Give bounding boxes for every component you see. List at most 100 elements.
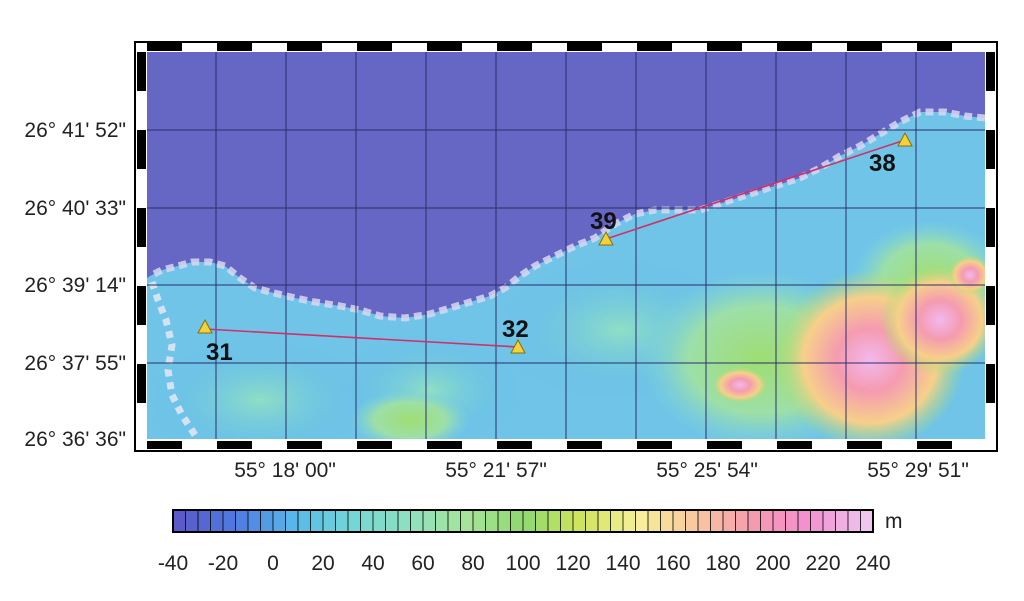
- frame-segment: [777, 43, 812, 51]
- frame-segment: [602, 43, 637, 51]
- frame-segment: [777, 441, 812, 449]
- lat-label-1: 26° 41' 52": [24, 119, 126, 142]
- colorbar-tick-label: 220: [805, 552, 840, 575]
- high-zone-2: [880, 265, 985, 375]
- frame-segment: [392, 43, 427, 51]
- colorbar-segment: [748, 510, 761, 532]
- frame-segment: [986, 169, 995, 208]
- colorbar-segment: [498, 510, 511, 532]
- frame-segment: [137, 364, 146, 403]
- colorbar-segment: [798, 510, 811, 532]
- colorbar-segment: [698, 510, 711, 532]
- colorbar-segment: [848, 510, 861, 532]
- frame-segment: [287, 441, 322, 449]
- colorbar-segment: [223, 510, 236, 532]
- colorbar-segment: [435, 510, 449, 532]
- lon-label-1: 55° 18' 00": [234, 459, 336, 482]
- frame-segment: [882, 441, 917, 449]
- station-38-label: 38: [869, 150, 896, 177]
- frame-segment: [812, 441, 847, 449]
- frame-segment: [462, 441, 497, 449]
- station-31-marker[interactable]: [197, 318, 213, 334]
- colorbar-segment: [423, 510, 436, 532]
- frame-checker-border: [137, 43, 995, 449]
- shallow-zone-left: [150, 340, 370, 439]
- colorbar-segment: [573, 510, 586, 532]
- profile-line-39-38: [605, 139, 906, 240]
- frame-segment: [532, 43, 567, 51]
- colorbar-tick-label: 140: [605, 552, 640, 575]
- frame-segment: [497, 441, 532, 449]
- colorbar-segment: [398, 510, 411, 532]
- colorbar-segment: [460, 510, 474, 532]
- frame-segment: [137, 247, 146, 286]
- colorbar-tick-label: 20: [311, 552, 334, 575]
- frame-segment: [217, 441, 252, 449]
- frame-segment: [917, 43, 952, 51]
- colorbar-tick-label: 80: [461, 552, 484, 575]
- colorbar-segment: [310, 510, 324, 532]
- colorbar-segment: [510, 510, 524, 532]
- lat-label-2: 26° 40' 33": [24, 197, 126, 220]
- frame-segment: [392, 441, 427, 449]
- colorbar-segment: [785, 510, 799, 532]
- frame-segment: [672, 43, 707, 51]
- frame-segment: [882, 43, 917, 51]
- colorbar-segment: [335, 510, 349, 532]
- frame-segment: [917, 441, 952, 449]
- frame-segment: [462, 43, 497, 51]
- colorbar-segment: [323, 510, 336, 532]
- frame-segment: [812, 43, 847, 51]
- frame-segment: [637, 441, 672, 449]
- frame-segment: [357, 43, 392, 51]
- frame-segment: [137, 286, 146, 325]
- frame-segment: [986, 52, 995, 91]
- colorbar-tick-label: 180: [705, 552, 740, 575]
- frame-segment: [742, 441, 777, 449]
- frame-segment: [986, 364, 995, 403]
- station-38-marker[interactable]: [897, 131, 913, 147]
- frame-segment: [602, 441, 637, 449]
- station-39-marker[interactable]: [598, 230, 614, 246]
- colorbar-segment: [448, 510, 461, 532]
- frame-segment: [322, 441, 357, 449]
- frame-segment: [137, 52, 146, 91]
- frame-segment: [986, 91, 995, 130]
- map-content: [147, 52, 985, 439]
- frame-segment: [147, 441, 182, 449]
- frame-segment: [137, 130, 146, 169]
- colorbar-segment: [685, 510, 699, 532]
- frame-segment: [137, 403, 146, 439]
- colorbar-segment: [360, 510, 374, 532]
- colorbar-segment: [660, 510, 674, 532]
- colorbar-segment: [760, 510, 774, 532]
- frame-segment: [672, 441, 707, 449]
- colorbar-segment: [773, 510, 786, 532]
- colorbar-segment: [248, 510, 261, 532]
- frame-segment: [182, 441, 217, 449]
- station-32-marker[interactable]: [510, 338, 526, 354]
- frame-segment: [252, 43, 287, 51]
- frame-segment: [847, 441, 882, 449]
- ridge-green-1: [350, 390, 470, 439]
- lon-label-3: 55° 25' 54": [656, 459, 758, 482]
- colorbar-segment: [635, 510, 649, 532]
- station-39-label: 39: [590, 208, 617, 235]
- frame-segment: [637, 43, 672, 51]
- frame-segment: [986, 247, 995, 286]
- colorbar-tick-label: 160: [655, 552, 690, 575]
- colorbar-segment: [185, 510, 199, 532]
- colorbar-segment: [735, 510, 749, 532]
- station-32-label: 32: [502, 316, 529, 343]
- colorbar-segment: [410, 510, 424, 532]
- frame-segment: [182, 43, 217, 51]
- colorbar-segment: [610, 510, 624, 532]
- colorbar-tick-label: 40: [361, 552, 384, 575]
- frame-segment: [287, 43, 322, 51]
- frame-segment: [986, 208, 995, 247]
- frame-segment: [986, 130, 995, 169]
- frame-segment: [322, 43, 357, 51]
- colorbar-tick-label: -20: [208, 552, 238, 575]
- frame-segment: [357, 441, 392, 449]
- colorbar-segment: [623, 510, 636, 532]
